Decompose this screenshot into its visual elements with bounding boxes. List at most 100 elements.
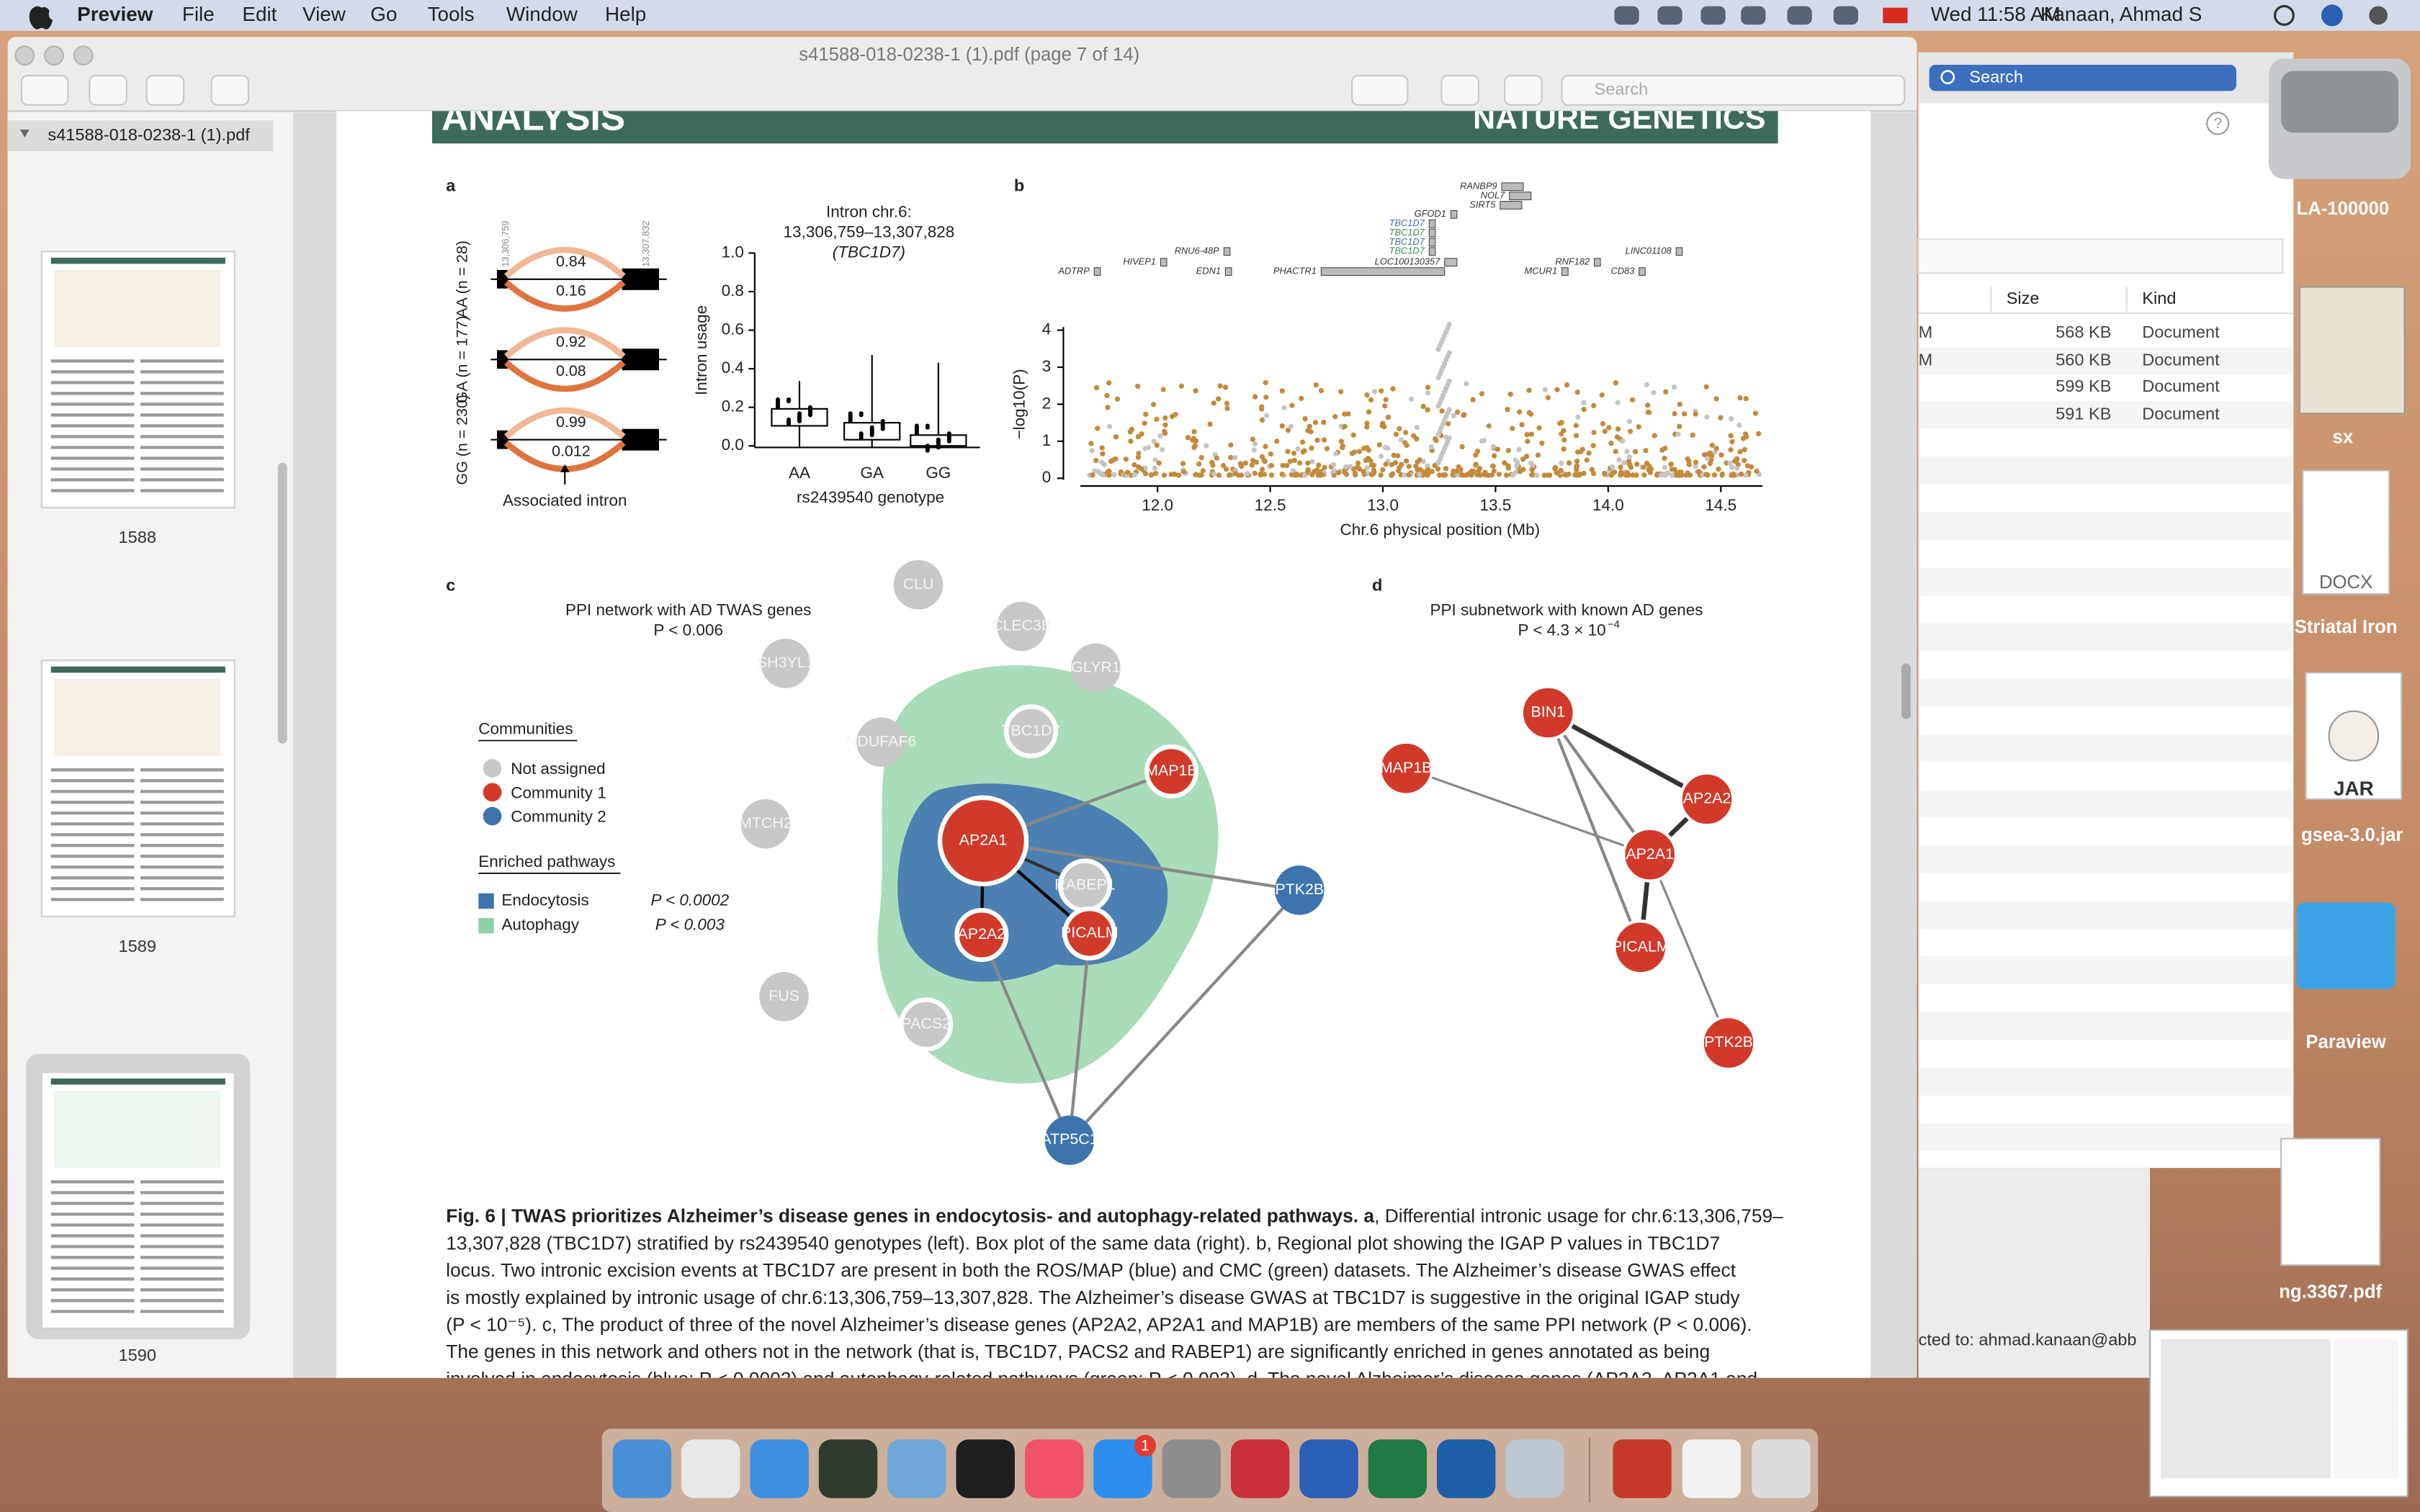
status-icon[interactable] — [1741, 6, 1766, 25]
menu-item[interactable]: Go — [370, 3, 397, 25]
toolbar-button[interactable] — [1351, 74, 1409, 106]
dock-app[interactable] — [887, 1439, 946, 1498]
scatter-dot — [1089, 448, 1095, 454]
scatter-dot — [1718, 415, 1724, 420]
menu-item[interactable]: Edit — [242, 3, 277, 25]
network-node[interactable] — [1679, 771, 1735, 827]
menu-item[interactable]: Window — [506, 3, 578, 25]
siri[interactable] — [2321, 4, 2343, 27]
network-node[interactable] — [1613, 919, 1669, 976]
status-icon[interactable] — [1787, 6, 1812, 25]
control[interactable] — [2369, 6, 2388, 25]
status-icon[interactable] — [1700, 6, 1726, 25]
network-node[interactable] — [937, 795, 1029, 887]
gene-label: TBC1D7 — [1389, 227, 1425, 238]
spotlight[interactable] — [2273, 4, 2295, 26]
column-header[interactable]: Size — [2007, 289, 2040, 307]
toolbar-button[interactable] — [89, 74, 127, 106]
icon-label[interactable]: sx — [2333, 427, 2354, 447]
toolbar-button[interactable] — [145, 74, 185, 106]
window-button[interactable] — [14, 45, 35, 66]
file-name[interactable]: M — [1919, 323, 1933, 341]
icon-label[interactable]: Striatal Iron — [2295, 617, 2398, 637]
dock-item[interactable] — [1682, 1439, 1742, 1498]
network-node[interactable] — [1003, 704, 1058, 759]
tick-label: 0.2 — [722, 397, 744, 415]
status-icon[interactable] — [1657, 6, 1682, 25]
network-node[interactable] — [1062, 906, 1117, 960]
network-node[interactable] — [1378, 740, 1434, 796]
dock-app[interactable] — [1368, 1439, 1428, 1498]
network-node[interactable] — [954, 908, 1009, 963]
network-node[interactable] — [856, 717, 906, 767]
menu-item[interactable]: View — [302, 3, 346, 25]
menu-item[interactable]: File — [182, 3, 215, 25]
network-node[interactable] — [1700, 1014, 1757, 1071]
path-field — [1917, 238, 2284, 274]
toolbar-button[interactable] — [20, 74, 69, 106]
menu-item[interactable]: Help — [605, 3, 646, 25]
caption-line: , Differential intronic usage for chr.6:… — [1374, 1205, 1783, 1227]
icon-label[interactable]: ng.3367.pdf — [2279, 1282, 2382, 1302]
network-node[interactable] — [759, 972, 809, 1022]
network-node[interactable] — [1071, 643, 1121, 693]
dock-app[interactable] — [1093, 1439, 1152, 1498]
network-node[interactable] — [1275, 865, 1325, 915]
icon-label[interactable]: LA-100000 — [2297, 199, 2390, 219]
window-button[interactable] — [44, 45, 64, 66]
dock-app[interactable] — [612, 1439, 672, 1498]
folder-icon[interactable] — [2296, 902, 2396, 989]
network-node[interactable] — [1520, 685, 1576, 741]
toolbar-button[interactable] — [1440, 74, 1479, 106]
network-node[interactable] — [1144, 744, 1198, 798]
scatter-dot — [1162, 422, 1168, 428]
status-icon[interactable] — [1614, 6, 1639, 25]
column-header[interactable]: Kind — [2142, 289, 2176, 307]
scatter-dot — [1196, 461, 1202, 467]
menu-item[interactable]: Tools — [428, 3, 475, 25]
toolbar-button[interactable] — [210, 74, 250, 106]
scatter-dot — [1314, 437, 1320, 444]
scatter-dot — [1222, 384, 1229, 390]
scatter-dot — [1135, 383, 1141, 390]
dock-app[interactable] — [1299, 1439, 1358, 1498]
dock-app[interactable] — [1505, 1439, 1564, 1498]
dock-app[interactable] — [681, 1439, 740, 1498]
thumb-text — [50, 1212, 135, 1216]
dock-app[interactable] — [818, 1439, 878, 1498]
dock-app[interactable] — [750, 1439, 809, 1498]
docx-icon[interactable] — [2302, 469, 2390, 595]
sidebar-file[interactable]: s41588-018-0238-1 (1).pdf — [48, 125, 250, 144]
scatter-dot — [1356, 449, 1363, 454]
dock-app[interactable] — [1024, 1439, 1084, 1498]
dock-app[interactable] — [1230, 1439, 1290, 1498]
pdf-icon[interactable] — [2280, 1138, 2381, 1266]
dock-app[interactable] — [1437, 1439, 1496, 1498]
node-label: TBC1D7 — [1001, 721, 1060, 739]
finder-search[interactable] — [1929, 65, 2236, 91]
dock-item[interactable] — [1613, 1439, 1672, 1498]
card-icon[interactable] — [2298, 286, 2406, 415]
icon-label[interactable]: Paraview — [2305, 1032, 2386, 1052]
scatter-dot — [1716, 467, 1721, 472]
help-button[interactable] — [2206, 112, 2230, 135]
dock-app[interactable] — [1162, 1439, 1221, 1498]
network-node[interactable] — [1044, 1115, 1095, 1165]
gene-label: TBC1D7 — [1389, 246, 1425, 256]
file-name[interactable]: M — [1919, 351, 1933, 369]
network-node[interactable] — [740, 799, 791, 849]
app-menu[interactable]: Preview — [77, 3, 153, 25]
network-node[interactable] — [899, 997, 954, 1052]
network-node[interactable] — [761, 639, 810, 688]
icon-label[interactable]: gsea-3.0.jar — [2301, 825, 2403, 845]
window-button[interactable] — [73, 45, 94, 66]
search-field[interactable] — [1561, 74, 1906, 106]
network-node[interactable] — [1622, 827, 1678, 883]
network-node[interactable] — [997, 601, 1047, 652]
status-icon[interactable] — [1833, 6, 1858, 25]
dock-item[interactable] — [1752, 1439, 1811, 1498]
dock-app[interactable] — [956, 1439, 1015, 1498]
point — [786, 422, 791, 427]
toolbar-button[interactable] — [1504, 74, 1543, 106]
network-node[interactable] — [893, 559, 944, 610]
